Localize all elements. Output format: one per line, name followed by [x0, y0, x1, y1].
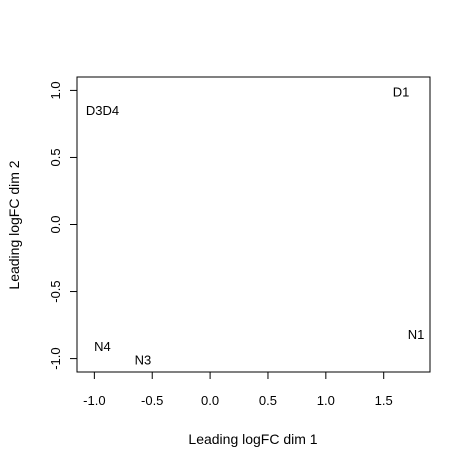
x-tick-label: 0.5: [259, 393, 277, 408]
x-tick-label: 1.0: [317, 393, 335, 408]
x-tick-label: -0.5: [141, 393, 163, 408]
y-tick-label: -1.0: [48, 347, 63, 369]
x-tick-label: 0.0: [201, 393, 219, 408]
y-tick-label: 1.0: [48, 81, 63, 99]
point-label-n1: N1: [408, 327, 425, 342]
point-labels: D1 D3D4 N1 N4 N3: [86, 84, 425, 367]
point-label-n4: N4: [94, 339, 111, 354]
plot-frame: [76, 76, 431, 373]
y-axis-title: Leading logFC dim 2: [6, 160, 22, 289]
point-label-d3d4: D3D4: [86, 103, 119, 118]
x-axis: -1.0 -0.5 0.0 0.5 1.0 1.5: [83, 371, 393, 408]
y-axis: -1.0 -0.5 0.0 0.5 1.0: [48, 81, 78, 370]
x-tick-label: -1.0: [83, 393, 105, 408]
x-tick-label: 1.5: [375, 393, 393, 408]
y-tick-label: 0.0: [48, 215, 63, 233]
x-axis-title: Leading logFC dim 1: [188, 431, 317, 447]
y-tick-label: -0.5: [48, 280, 63, 302]
y-tick-label: 0.5: [48, 148, 63, 166]
point-label-n3: N3: [135, 352, 152, 367]
point-label-d1: D1: [393, 84, 410, 99]
